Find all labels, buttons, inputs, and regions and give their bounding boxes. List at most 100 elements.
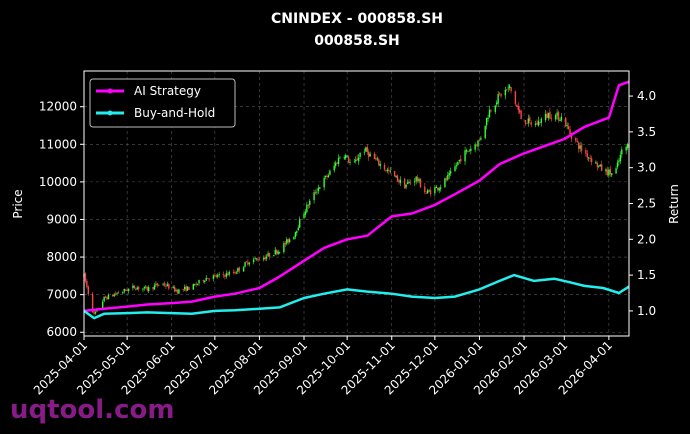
candle-body	[566, 125, 568, 127]
candle-body	[529, 117, 531, 122]
candle-body	[539, 122, 541, 124]
candle-body	[337, 157, 340, 165]
candle-body	[313, 192, 315, 201]
candle-body	[137, 286, 140, 290]
candle-body	[146, 286, 148, 291]
candle-body	[297, 227, 299, 230]
candle-body	[135, 288, 137, 290]
candle-body	[437, 187, 439, 190]
candle-body	[133, 285, 136, 289]
candle-body	[267, 253, 269, 257]
candle-body	[86, 280, 88, 287]
candle-body	[359, 153, 361, 157]
candle-body	[275, 250, 278, 254]
candle-body	[353, 161, 356, 163]
candle-body	[526, 123, 528, 124]
candle-body	[204, 280, 206, 283]
candle-body	[554, 115, 557, 120]
candle-body	[306, 204, 308, 213]
candle-body	[198, 280, 200, 284]
candle-body	[383, 164, 386, 170]
legend-marker-buy-and-hold	[107, 110, 113, 116]
candle-body	[616, 162, 619, 168]
candle-body	[605, 169, 607, 172]
candle-body	[186, 286, 189, 291]
candle-body	[343, 157, 345, 159]
watermark-logo: uqtool.com	[10, 395, 174, 425]
candle-body	[202, 280, 205, 282]
candle-body	[565, 117, 567, 127]
candle-body	[91, 293, 94, 312]
candle-body	[288, 239, 291, 243]
candle-body	[346, 155, 348, 157]
candle-body	[185, 286, 187, 291]
candle-body	[484, 125, 486, 139]
y-tick-label: 8000	[46, 250, 77, 264]
candle-body	[504, 89, 507, 96]
chart-title: CNINDEX - 000858.SH	[271, 11, 443, 27]
candle-body	[439, 187, 442, 189]
candle-body	[395, 175, 397, 178]
candle-body	[549, 111, 551, 119]
candle-body	[274, 249, 276, 255]
candle-body	[460, 158, 462, 162]
candle-body	[255, 258, 258, 260]
candle-body	[148, 287, 150, 292]
candle-body	[598, 165, 600, 167]
candle-body	[235, 272, 238, 274]
candle-body	[536, 123, 538, 125]
candle-body	[225, 273, 228, 277]
candle-body	[234, 272, 236, 274]
candle-body	[333, 165, 335, 171]
candle-body	[366, 147, 368, 153]
candle-body	[626, 144, 629, 148]
candle-body	[126, 289, 128, 292]
candle-body	[319, 187, 321, 189]
candle-body	[224, 275, 226, 277]
candle-body	[245, 261, 248, 263]
candle-body	[416, 177, 419, 182]
candle-body	[520, 111, 522, 119]
candle-body	[296, 230, 298, 233]
candle-body	[175, 290, 177, 292]
y2-tick-label: 3.0	[637, 161, 656, 175]
legend-marker-ai-strategy	[107, 88, 113, 94]
y2-axis-label: Return	[667, 184, 681, 224]
candle-body	[263, 257, 265, 260]
candle-body	[238, 267, 241, 271]
y2-tick-label: 1.5	[637, 268, 656, 282]
candle-body	[232, 272, 235, 273]
candle-body	[537, 120, 540, 126]
candle-body	[524, 120, 527, 124]
y2-tick-label: 3.5	[637, 125, 656, 139]
candle-body	[145, 286, 147, 288]
candle-body	[455, 165, 458, 167]
candle-body	[94, 312, 97, 314]
candle-body	[113, 294, 115, 297]
y2-tick-label: 1.0	[637, 304, 656, 318]
candle-body	[435, 186, 438, 189]
candle-body	[273, 254, 275, 256]
candle-body	[104, 296, 107, 298]
candle-body	[470, 148, 472, 151]
candle-body	[166, 284, 169, 287]
legend-box	[89, 78, 236, 128]
candle-body	[368, 151, 370, 158]
candle-body	[396, 175, 399, 182]
candle-body	[399, 179, 402, 184]
candle-body	[579, 145, 581, 149]
legend-label-ai-strategy: AI Strategy	[134, 84, 201, 98]
candle-body	[590, 158, 593, 163]
candle-body	[475, 145, 478, 147]
candle-body	[375, 157, 377, 160]
candle-body	[84, 273, 87, 282]
candle-body	[569, 129, 571, 135]
candle-body	[544, 113, 547, 121]
candle-body	[408, 182, 410, 184]
candle-body	[277, 251, 279, 255]
candle-body	[556, 112, 558, 116]
candle-body	[385, 169, 387, 171]
candle-body	[457, 161, 459, 165]
candle-body	[284, 242, 287, 245]
candle-body	[114, 293, 117, 295]
